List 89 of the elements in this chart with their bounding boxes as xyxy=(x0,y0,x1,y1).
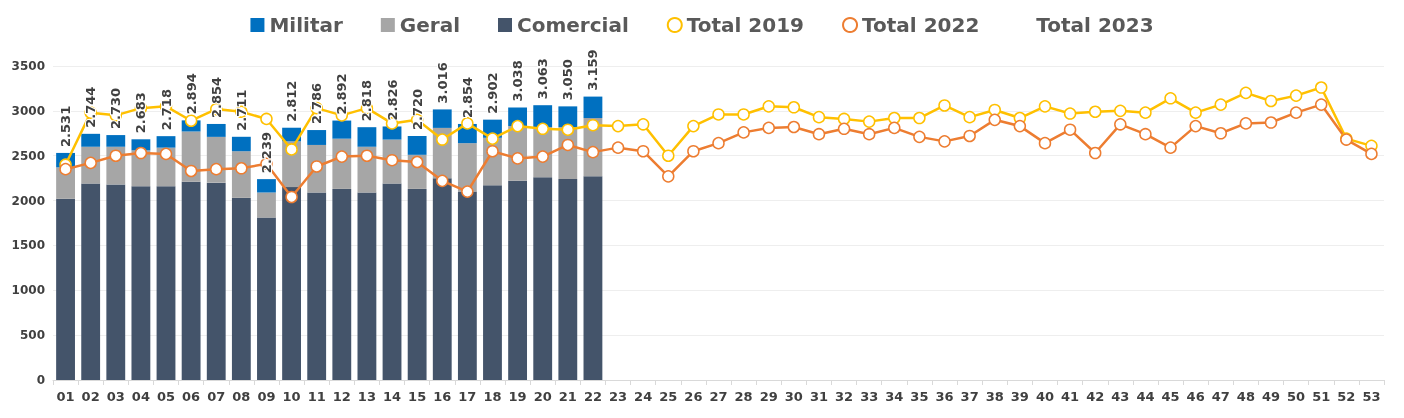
x-tick-label: 09 xyxy=(257,389,276,404)
total-label: 2.683 xyxy=(133,92,149,134)
x-tick-label: 42 xyxy=(1086,389,1105,404)
x-tick-label: 35 xyxy=(910,389,929,404)
x-tick-label: 13 xyxy=(357,389,376,404)
x-tick-label: 01 xyxy=(56,389,75,404)
x-tick-label: 04 xyxy=(131,389,150,404)
y-tick-label: 0 xyxy=(36,373,45,387)
legend-label: Militar xyxy=(269,13,343,37)
legend-label: Total 2019 xyxy=(686,13,805,37)
x-tick-label: 12 xyxy=(332,389,351,404)
x-tick-label: 31 xyxy=(809,389,828,404)
x-tick-label: 44 xyxy=(1136,389,1155,404)
x-tick-label: 29 xyxy=(759,389,778,404)
x-tick-label: 22 xyxy=(583,389,602,404)
x-tick-label: 45 xyxy=(1161,389,1180,404)
x-tick-label: 48 xyxy=(1236,389,1255,404)
x-tick-label: 02 xyxy=(81,389,100,404)
x-tick-label: 52 xyxy=(1337,389,1356,404)
x-tick-label: 21 xyxy=(558,389,577,404)
x-tick-label: 39 xyxy=(1010,389,1029,404)
x-tick-label: 15 xyxy=(408,389,427,404)
x-tick-label: 08 xyxy=(232,389,251,404)
total-label: 3.050 xyxy=(560,59,576,101)
x-tick-label: 51 xyxy=(1312,389,1331,404)
y-tick-label: 2500 xyxy=(11,148,45,163)
x-tick-label: 43 xyxy=(1111,389,1130,404)
x-tick-label: 14 xyxy=(382,389,402,404)
total-label: 3.016 xyxy=(434,62,450,104)
x-tick-label: 23 xyxy=(609,389,628,404)
x-tick-label: 24 xyxy=(634,389,653,404)
total-label: 2.720 xyxy=(409,88,425,130)
total-label: 2.531 xyxy=(58,105,74,147)
x-tick-label: 25 xyxy=(659,389,678,404)
x-tick-label: 19 xyxy=(508,389,527,404)
y-tick-label: 1500 xyxy=(11,238,45,253)
y-tick-label: 2000 xyxy=(11,193,45,208)
total-label: 2.854 xyxy=(459,76,475,118)
x-tick-label: 26 xyxy=(684,389,703,404)
legend-label: Comercial xyxy=(517,13,629,37)
total-label: 2.239 xyxy=(258,132,274,174)
x-tick-label: 17 xyxy=(458,389,477,404)
x-tick-label: 41 xyxy=(1061,389,1080,404)
total-label: 2.812 xyxy=(284,80,300,122)
legend-label: Total 2023 xyxy=(1036,13,1154,37)
x-tick-label: 10 xyxy=(282,389,301,404)
x-tick-label: 30 xyxy=(784,389,803,404)
legend-label: Total 2022 xyxy=(862,13,980,37)
y-tick-label: 1000 xyxy=(11,283,45,298)
total-label: 2.786 xyxy=(309,82,325,125)
total-label: 2.892 xyxy=(334,73,350,115)
x-tick-label: 27 xyxy=(709,389,728,404)
x-tick-label: 53 xyxy=(1362,389,1381,404)
total-label: 2.826 xyxy=(384,79,400,121)
y-tick-label: 500 xyxy=(19,328,45,343)
x-tick-label: 07 xyxy=(207,389,226,404)
total-label: 2.854 xyxy=(208,76,224,118)
total-label: 3.159 xyxy=(585,49,601,91)
y-tick-label: 3000 xyxy=(11,103,45,118)
total-label: 3.038 xyxy=(510,60,526,102)
x-tick-label: 32 xyxy=(835,389,854,404)
x-tick-label: 38 xyxy=(985,389,1004,404)
total-label: 2.902 xyxy=(484,72,500,114)
x-tick-label: 18 xyxy=(483,389,502,404)
total-label: 2.894 xyxy=(183,73,199,115)
x-tick-label: 36 xyxy=(935,389,954,404)
total-label: 2.718 xyxy=(158,89,174,131)
total-label: 2.730 xyxy=(108,87,124,130)
y-tick-label: 3500 xyxy=(11,59,45,73)
legend-label: Geral xyxy=(399,13,461,37)
x-tick-label: 37 xyxy=(960,389,979,404)
x-tick-label: 05 xyxy=(156,389,176,404)
x-tick-label: 33 xyxy=(860,389,879,404)
x-tick-label: 20 xyxy=(533,389,552,404)
x-tick-label: 47 xyxy=(1211,389,1230,404)
x-tick-label: 06 xyxy=(182,389,201,404)
x-tick-label: 11 xyxy=(307,389,326,404)
x-tick-label: 50 xyxy=(1287,389,1306,404)
x-tick-label: 49 xyxy=(1261,389,1281,404)
x-tick-label: 46 xyxy=(1186,389,1205,404)
total-label: 2.818 xyxy=(359,80,375,122)
x-tick-label: 40 xyxy=(1035,389,1055,404)
x-tick-label: 03 xyxy=(106,389,125,404)
x-tick-label: 28 xyxy=(734,389,753,404)
x-tick-label: 16 xyxy=(433,389,452,404)
total-label: 2.711 xyxy=(233,89,249,131)
x-tick-label: 34 xyxy=(885,389,904,404)
total-label: 2.744 xyxy=(83,86,99,128)
total-label: 3.063 xyxy=(535,58,551,100)
